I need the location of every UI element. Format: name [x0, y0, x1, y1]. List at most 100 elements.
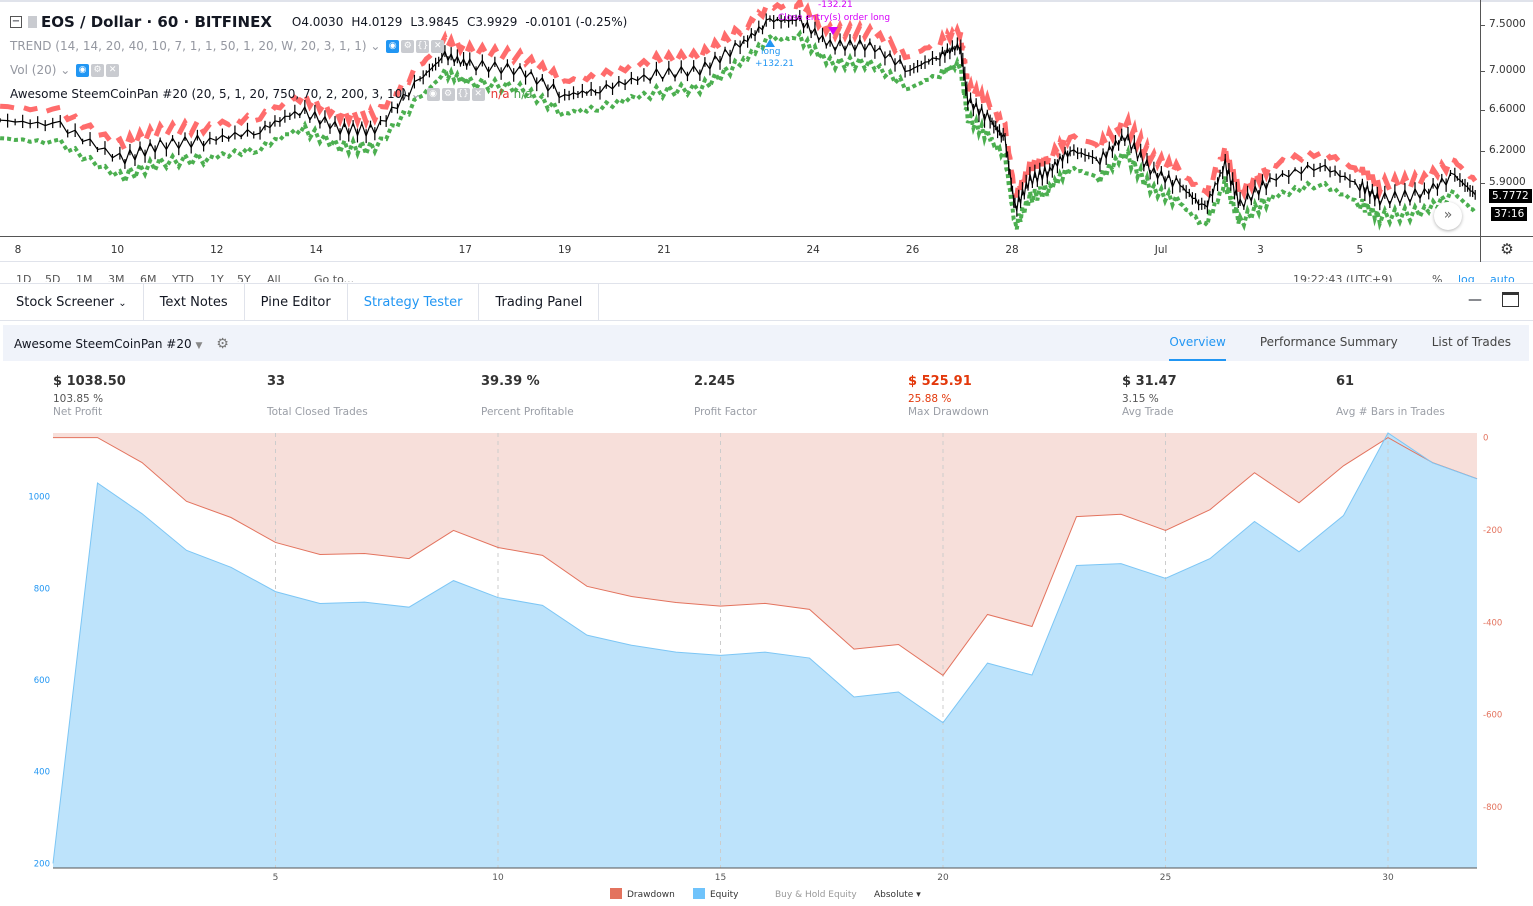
x-tick-label: 25 [1160, 873, 1171, 883]
equity-area [53, 433, 1477, 868]
stat-value: $ 1038.50 [53, 374, 126, 389]
indicator-strategy[interactable]: Awesome SteemCoinPan #20 (20, 5, 1, 20, … [10, 87, 407, 101]
open-value: O4.0030 [291, 15, 344, 29]
time-tick: 21 [657, 244, 671, 256]
minimize-icon[interactable]: — [1468, 292, 1482, 308]
price-axis[interactable]: 7.5000 7.0000 6.6000 6.2000 5.9000 5.777… [1480, 0, 1533, 236]
goto-button[interactable]: Go to... [314, 273, 355, 282]
legend-buy-hold[interactable]: Buy & Hold Equity [775, 890, 857, 900]
price-tick: 7.0000 [1489, 64, 1526, 76]
gear-icon[interactable]: ⚙ [401, 39, 415, 53]
tab-pine-editor[interactable]: Pine Editor [245, 284, 348, 320]
left-tick-label: 1000 [28, 493, 50, 503]
price-tick: 6.6000 [1489, 103, 1526, 115]
chevron-down-icon[interactable]: ⌄ [406, 87, 425, 101]
panel-controls: — [1468, 292, 1519, 308]
support-stop-line [0, 29, 1477, 232]
left-tick-label: 400 [34, 768, 50, 778]
stat-value: 33 [267, 374, 286, 389]
stat-value: $ 525.91 [908, 374, 972, 389]
time-axis[interactable]: ⚙ 8 10 12 14 17 19 21 24 26 28 Jul 3 5 [0, 236, 1533, 262]
stat-label: Net Profit [53, 406, 103, 418]
symbol-title[interactable]: EOS / Dollar · 60 · BITFINEX [41, 13, 272, 31]
stat-value: 2.245 [694, 374, 736, 389]
maximize-icon[interactable] [1502, 292, 1519, 307]
scroll-to-realtime-button[interactable]: » [1434, 202, 1462, 230]
high-value: H4.0129 [351, 15, 403, 29]
stat-percent: 3.15 % [1122, 393, 1159, 405]
tab-performance-summary[interactable]: Performance Summary [1259, 335, 1398, 349]
long-entry-label: long [761, 47, 780, 57]
stat-value: 61 [1336, 374, 1355, 389]
time-tick: 19 [558, 244, 572, 256]
left-tick-label: 600 [34, 676, 50, 686]
tab-label: Stock Screener [16, 295, 115, 310]
range-5d[interactable]: 5D [45, 273, 61, 282]
settings-gear-icon[interactable]: ⚙ [1480, 237, 1533, 262]
percent-toggle[interactable]: % [1432, 273, 1443, 282]
range-3m[interactable]: 3M [108, 273, 125, 282]
right-tick-label: 0 [1483, 434, 1488, 444]
change-value: -0.0101 (-0.25%) [525, 15, 628, 29]
close-icon[interactable]: ✕ [106, 63, 120, 77]
stat-avg-bars-in-trades: 61 Avg # Bars in Trades [1336, 374, 1445, 418]
resistance-stop-line [0, 0, 1478, 201]
chevron-down-icon[interactable]: ⌄ [366, 39, 385, 53]
visibility-icon[interactable]: ◉ [76, 63, 90, 77]
strategy-selector[interactable]: Awesome SteemCoinPan #20 ▼ ⚙ [14, 336, 229, 352]
visibility-icon[interactable]: ◉ [426, 87, 440, 101]
stat-profit-factor: 2.245 Profit Factor [694, 374, 757, 418]
visibility-icon[interactable]: ◉ [386, 39, 400, 53]
x-tick-label: 30 [1382, 873, 1394, 883]
gear-icon[interactable]: ⚙ [216, 336, 229, 352]
tab-list-of-trades[interactable]: List of Trades [1431, 335, 1511, 349]
source-icon[interactable]: {} [416, 39, 430, 53]
price-tick: 5.9000 [1489, 176, 1526, 188]
range-bar: 1D 5D 1M 3M 6M YTD 1Y 5Y All Go to... 19:22:43 (UT… [0, 262, 1533, 282]
stat-label: Avg # Bars in Trades [1336, 406, 1445, 418]
indicator-trend[interactable]: TREND (14, 14, 20, 40, 10, 7, 1, 1, 50, … [10, 39, 367, 53]
time-tick: 5 [1356, 244, 1364, 256]
stat-max-drawdown: $ 525.91 25.88 % Max Drawdown [908, 374, 989, 418]
collapse-icon[interactable]: − [10, 16, 22, 28]
tab-overview[interactable]: Overview [1169, 325, 1226, 361]
time-tick: 3 [1257, 244, 1264, 256]
range-1m[interactable]: 1M [76, 273, 93, 282]
gear-icon[interactable]: ⚙ [91, 63, 105, 77]
price-tick: 7.5000 [1489, 18, 1526, 30]
log-toggle[interactable]: log [1458, 273, 1475, 282]
gear-icon[interactable]: ⚙ [441, 87, 455, 101]
source-icon[interactable]: {} [456, 87, 470, 101]
auto-toggle[interactable]: auto [1490, 273, 1515, 282]
strategy-header: Awesome SteemCoinPan #20 ▼ ⚙ Overview Pe… [3, 325, 1529, 361]
absolute-dropdown[interactable]: Absolute ▾ [874, 890, 921, 900]
range-6m[interactable]: 6M [140, 273, 157, 282]
chevron-down-icon[interactable]: ⌄ [56, 63, 75, 77]
tab-text-notes[interactable]: Text Notes [144, 284, 245, 320]
tab-strategy-tester[interactable]: Strategy Tester [348, 284, 480, 320]
stat-total-closed-trades: 33 Total Closed Trades [267, 374, 368, 418]
close-value: C3.9929 [467, 15, 518, 29]
indicator-volume[interactable]: Vol (20) [10, 63, 57, 77]
symbol-flag-icon [28, 16, 37, 28]
bar-countdown-label: 37:16 [1491, 207, 1528, 221]
tab-stock-screener[interactable]: Stock Screener ⌄ [0, 284, 144, 320]
range-1d[interactable]: 1D [16, 273, 32, 282]
trade-gain-label: +132.21 [755, 59, 794, 69]
price-chart[interactable]: -132.21 Close entry(s) order long long +132… [0, 0, 1480, 236]
range-5y[interactable]: 5Y [237, 273, 251, 282]
close-icon[interactable]: ✕ [431, 39, 445, 53]
close-order-label: Close entry(s) order long [778, 13, 890, 23]
range-1y[interactable]: 1Y [210, 273, 224, 282]
tab-trading-panel[interactable]: Trading Panel [479, 284, 600, 320]
range-all[interactable]: All [267, 273, 281, 282]
stat-percent [1336, 393, 1445, 405]
range-ytd[interactable]: YTD [172, 273, 194, 282]
drawdown-swatch [610, 888, 622, 899]
close-icon[interactable]: ✕ [471, 87, 485, 101]
stat-percent: 103.85 % [53, 393, 104, 405]
low-value: L3.9845 [410, 15, 460, 29]
trade-loss-label: -132.21 [818, 0, 853, 10]
right-tick-label: -400 [1483, 618, 1502, 628]
right-tick-label: -600 [1483, 711, 1502, 721]
